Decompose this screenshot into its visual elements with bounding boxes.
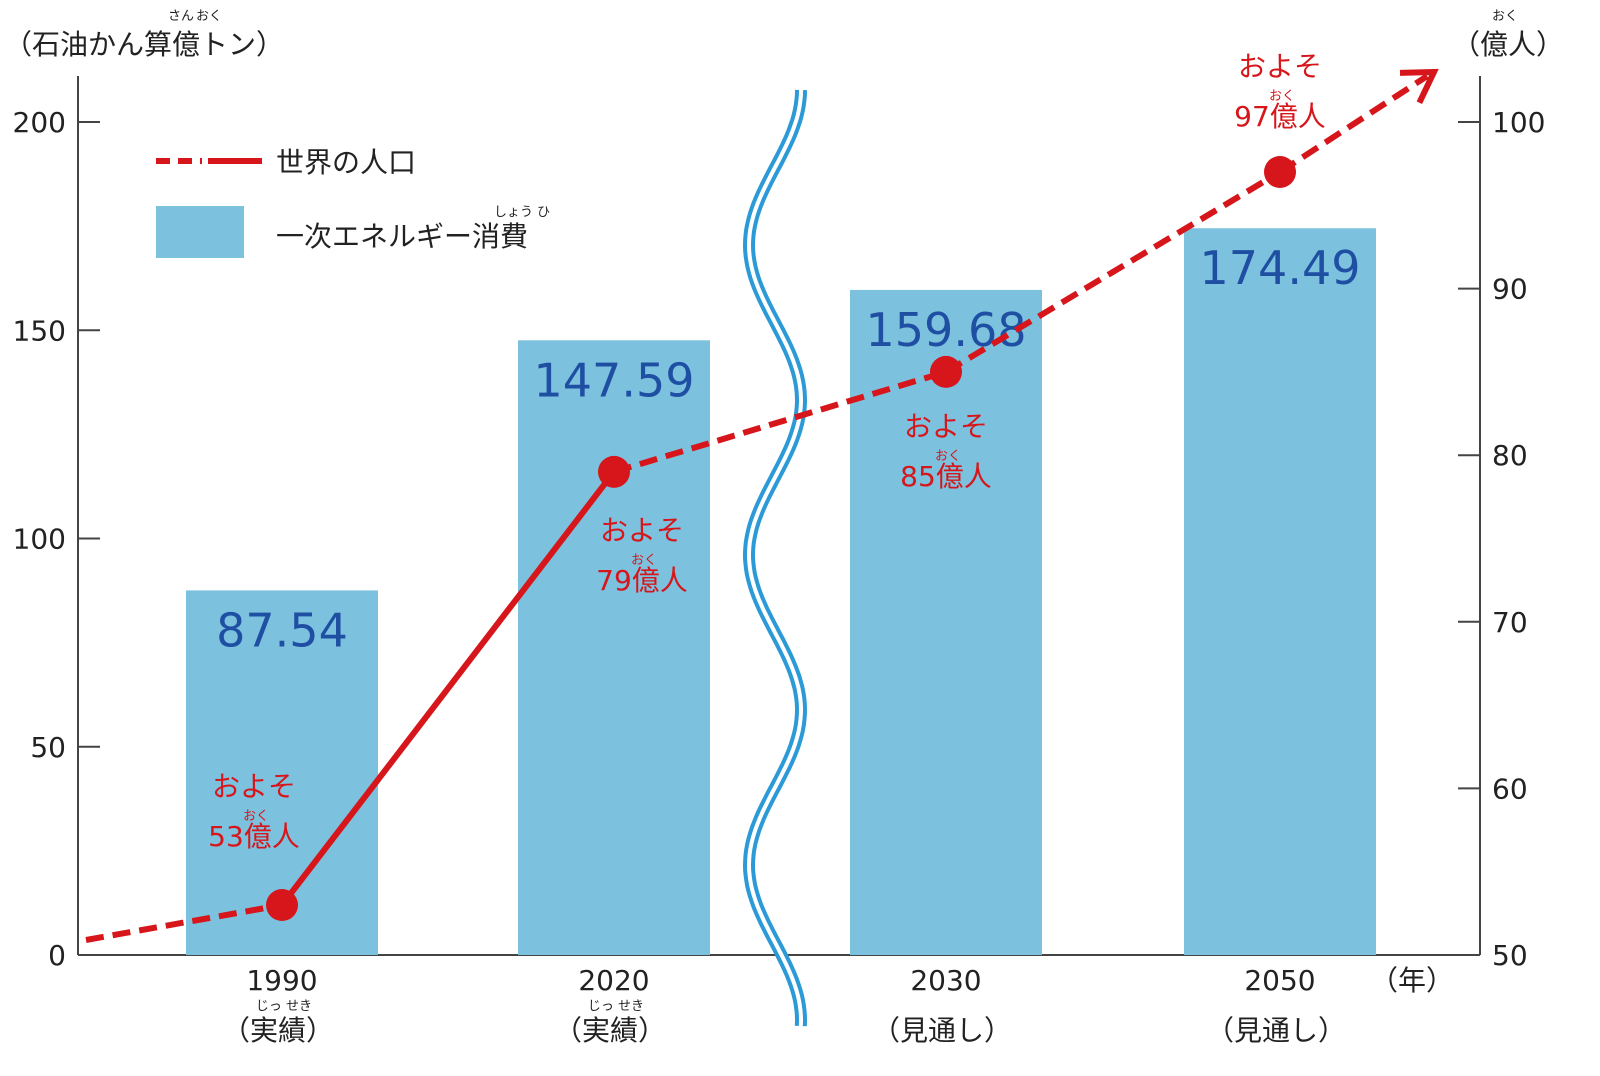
population-label-ruby: おく	[631, 553, 657, 568]
axis-break-wave	[742, 89, 808, 1027]
category-year: 2020	[578, 964, 649, 997]
population-segment-dashed	[613, 369, 947, 475]
population-point	[930, 355, 962, 388]
population-arrowhead	[1399, 68, 1439, 104]
category-label: 2050 （見通し）	[1206, 964, 1346, 1047]
population-label-approx: およそ	[1238, 50, 1322, 83]
left-tick-label: 0	[48, 939, 66, 972]
category-ruby: じっ せき	[588, 999, 644, 1014]
category-ruby: じっ せき	[256, 999, 312, 1014]
population-label-ruby: おく	[243, 809, 269, 824]
right-tick-label: 100	[1492, 106, 1545, 139]
right-axis-ticks: 50 60 70 80 90 100	[1458, 106, 1545, 972]
population-label-ruby: おく	[935, 449, 961, 464]
energy-bar-value-label: 147.59	[534, 353, 695, 407]
population-label-ruby: おく	[1269, 89, 1295, 104]
population-label-value: 85億人	[900, 460, 992, 493]
population-point	[1264, 155, 1296, 188]
population-label-value: 79億人	[596, 564, 688, 597]
right-axis-ruby: おく	[1492, 9, 1518, 24]
category-note: （見通し）	[872, 1014, 1012, 1047]
legend-label-population: 世界の人口	[276, 146, 416, 179]
axis-break-wave-gap	[746, 89, 804, 1027]
left-tick-label: 150	[13, 314, 66, 347]
x-axis-unit-label: （年）	[1370, 964, 1454, 997]
energy-bar	[518, 340, 710, 955]
population-label-approx: およそ	[600, 514, 684, 547]
population-segment-solid	[279, 470, 617, 907]
energy-bar-value-label: 159.68	[866, 303, 1027, 357]
category-label: 1990 じっ せき（実績）	[222, 964, 334, 1047]
energy-bar	[1184, 228, 1376, 955]
energy-bar-value-label: 174.49	[1200, 241, 1361, 295]
population-segment-dashed	[85, 902, 283, 943]
left-tick-label: 100	[13, 523, 66, 556]
population-segment-dashed	[1278, 73, 1429, 175]
axis-break-mark	[742, 89, 808, 1027]
population-label-value: 53億人	[208, 820, 300, 853]
category-year: 2030	[910, 964, 981, 997]
category-year: 1990	[246, 964, 317, 997]
legend-ruby-energy: しょう ひ	[494, 205, 550, 220]
energy-bar	[850, 289, 1042, 955]
left-axis-unit-label: （石油かん算億トン）	[4, 28, 284, 61]
legend-swatch-energy	[156, 206, 244, 258]
category-label: 2020 じっ せき（実績）	[554, 964, 666, 1047]
left-tick-label: 50	[30, 731, 66, 764]
left-axis-ruby-1: さん	[168, 9, 194, 24]
right-axis-unit-label: （億人）	[1452, 28, 1564, 61]
legend: 世界の人口 しょう ひ 一次エネルギー消費	[156, 146, 550, 258]
left-tick-label: 200	[13, 106, 66, 139]
population-label-value: 97億人	[1234, 100, 1326, 133]
category-year: 2050	[1244, 964, 1315, 997]
population-label-approx: およそ	[904, 410, 988, 443]
right-tick-label: 60	[1492, 772, 1528, 805]
right-tick-label: 70	[1492, 606, 1528, 639]
category-label: 2030 （見通し）	[872, 964, 1012, 1047]
category-note: （実績）	[554, 1014, 666, 1047]
population-label-approx: およそ	[212, 770, 296, 803]
left-axis-ticks: 0 50 100 150 200	[13, 106, 100, 972]
right-tick-label: 50	[1492, 939, 1528, 972]
right-tick-label: 90	[1492, 273, 1528, 306]
energy-bar-value-label: 87.54	[216, 603, 348, 657]
population-segment-dashed	[944, 169, 1282, 375]
category-note: （実績）	[222, 1014, 334, 1047]
bars: 87.54 147.59 159.68 174.49	[186, 228, 1376, 955]
population-point	[598, 455, 630, 488]
legend-label-energy: 一次エネルギー消費	[276, 220, 528, 253]
left-axis-ruby-2: おく	[196, 9, 222, 24]
category-note: （見通し）	[1206, 1014, 1346, 1047]
population-point	[266, 889, 298, 922]
right-tick-label: 80	[1492, 439, 1528, 472]
